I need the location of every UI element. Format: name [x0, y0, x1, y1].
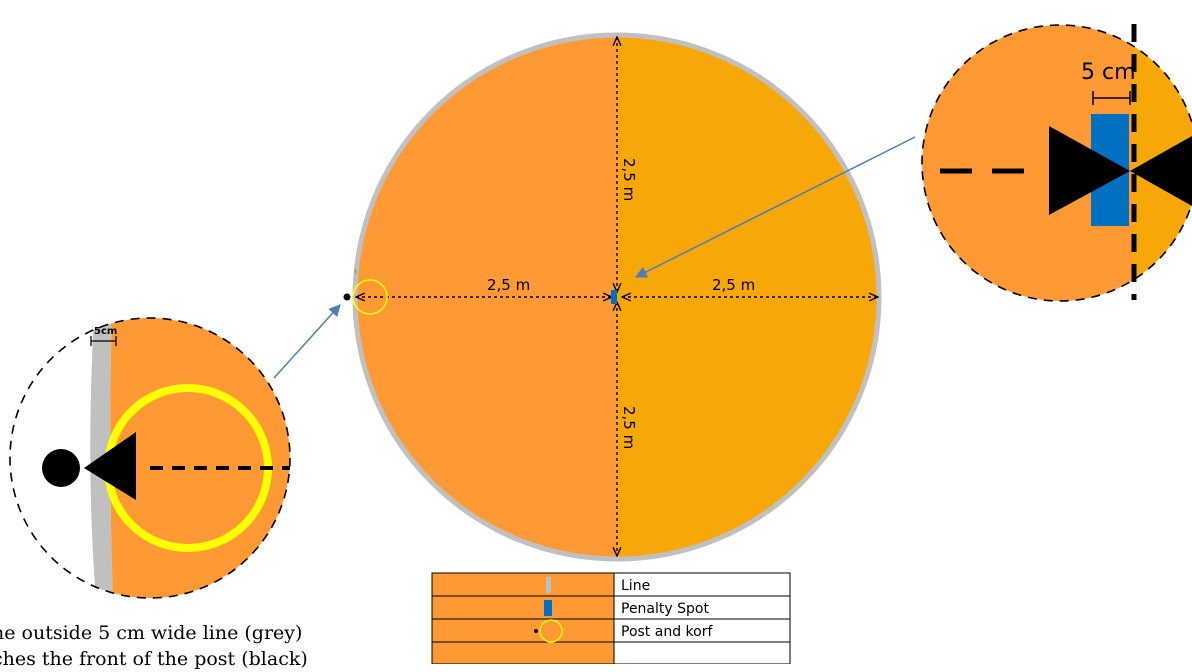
legend-line-swatch: [546, 577, 551, 593]
spot-zoom-border: [921, 24, 1192, 302]
legend-penalty-swatch: [544, 600, 552, 616]
legend-label-post: Post and korf: [621, 624, 713, 640]
radius-top-label: 2,5 m: [620, 158, 638, 201]
caption: he outside 5 cm wide line (grey) ches th…: [0, 620, 332, 672]
detail-arrowhead: [84, 432, 136, 500]
legend-label-line: Line: [621, 578, 650, 594]
spot-detail-zoom: 5 cm: [921, 24, 1192, 302]
legend-korf-swatch: [539, 619, 563, 643]
detail-grey-line: [90, 318, 113, 598]
post-detail-zoom: 5cm: [9, 317, 291, 599]
post: [343, 293, 351, 301]
penalty-spot: [611, 290, 617, 304]
korf: [352, 279, 388, 315]
spot-arrowhead-left: [1049, 126, 1130, 215]
line-width-mark: [354, 268, 357, 275]
legend-table: Line Penalty Spot Post and korf: [431, 572, 791, 664]
callout-arrow-post: [273, 304, 341, 379]
radius-bottom-label: 2,5 m: [620, 406, 638, 449]
detail-zoom-border: [9, 317, 291, 599]
measurement-lines: [356, 37, 878, 556]
callout-arrow-spot: [634, 136, 916, 278]
caption-line-1: he outside 5 cm wide line (grey): [0, 622, 303, 644]
radius-right-label: 2,5 m: [712, 276, 755, 294]
spot-width-label: 5 cm: [1081, 60, 1136, 85]
radius-left-label: 2,5 m: [487, 276, 530, 294]
spot-arrowhead-right: [1130, 136, 1192, 206]
legend-post-swatch: [534, 629, 538, 633]
detail-post: [42, 449, 80, 487]
detail-width-label: 5cm: [94, 326, 117, 337]
legend-label-penalty: Penalty Spot: [621, 601, 709, 617]
caption-line-2: ches the front of the post (black): [0, 648, 308, 670]
detail-circle-area: [110, 318, 290, 598]
circle-line: [352, 32, 882, 562]
